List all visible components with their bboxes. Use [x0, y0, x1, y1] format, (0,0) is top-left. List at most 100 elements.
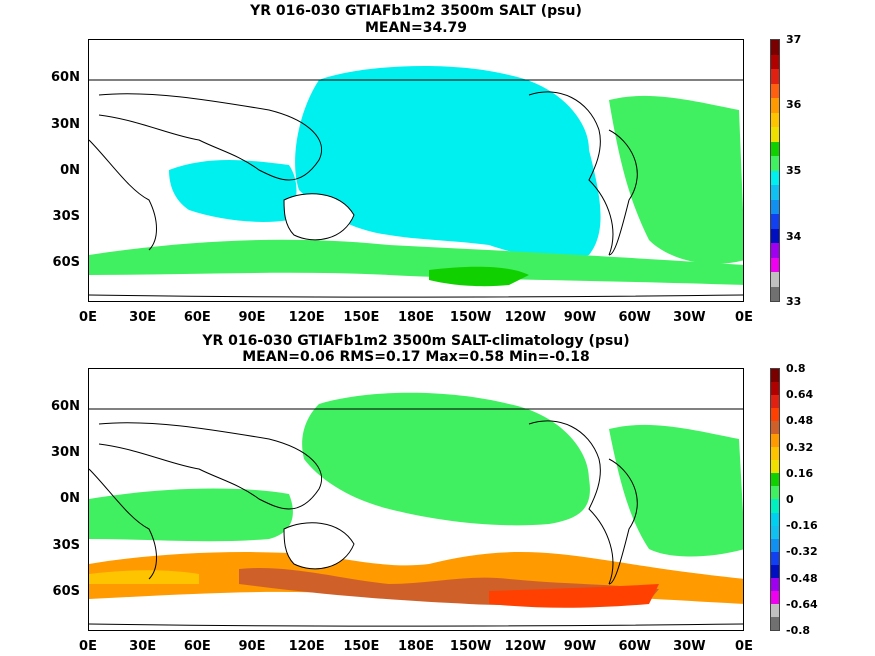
top-title-line1: YR 016-030 GTIAFb1m2 3500m SALT (psu): [250, 3, 582, 19]
top-xlabel-2: 60E: [183, 310, 211, 325]
bottom-colorbar-swatch: [771, 577, 779, 591]
bottom-colorbar: [770, 368, 780, 631]
bottom-cbar-label: 0.48: [786, 414, 814, 428]
bottom-xlabel-2: 60E: [183, 639, 211, 654]
top-colorbar-swatch: [771, 40, 779, 55]
bottom-colorbar-swatch: [771, 421, 779, 435]
top-colorbar-swatch: [771, 243, 779, 258]
top-colorbar-swatch: [771, 83, 779, 98]
bottom-colorbar-swatch: [771, 473, 779, 487]
bottom-cbar-label: 0.32: [786, 440, 814, 454]
bottom-colorbar-swatch: [771, 525, 779, 539]
bottom-xlabel-3: 90E: [238, 639, 266, 654]
bottom-ylabel-30s: 30S: [52, 538, 80, 553]
top-ylabel-60n: 60N: [51, 70, 80, 85]
top-cbar-label-34: 34: [786, 230, 802, 243]
bottom-cbar-label: -0.48: [786, 571, 818, 585]
top-cbar-label-37: 37: [786, 33, 802, 46]
bottom-colorbar-swatch: [771, 564, 779, 578]
bottom-map: [88, 368, 744, 631]
bottom-title-line2: MEAN=0.06 RMS=0.17 Max=0.58 Min=-0.18: [242, 349, 590, 365]
top-colorbar-swatch: [771, 286, 779, 301]
top-cbar-label-36: 36: [786, 98, 802, 111]
bottom-xlabel-6: 180E: [397, 639, 435, 654]
top-colorbar-swatch: [771, 228, 779, 243]
top-xlabel-3: 90E: [238, 310, 266, 325]
bottom-xlabel-5: 150E: [343, 639, 380, 654]
top-ylabel-30s: 30S: [52, 209, 80, 224]
top-ylabel-30n: 30N: [51, 117, 80, 132]
bottom-colorbar-swatch: [771, 486, 779, 500]
top-colorbar-swatch: [771, 272, 779, 287]
bottom-ylabel-0n: 0N: [60, 491, 80, 506]
bottom-xlabel-8: 120W: [504, 639, 547, 654]
top-xlabel-1: 30E: [129, 310, 157, 325]
bottom-ylabel-60s: 60S: [52, 584, 80, 599]
top-xlabel-6: 180E: [397, 310, 435, 325]
top-cbar-label-33: 33: [786, 295, 802, 308]
bottom-map-graphic: [89, 392, 743, 627]
top-colorbar-swatch: [771, 127, 779, 142]
bottom-xlabel-4: 120E: [288, 639, 325, 654]
bottom-colorbar-swatch: [771, 603, 779, 617]
bottom-colorbar-swatch: [771, 460, 779, 474]
top-colorbar-swatch: [771, 170, 779, 185]
bottom-xlabel-7: 150W: [449, 639, 492, 654]
top-map: [88, 39, 744, 302]
top-colorbar-swatch: [771, 156, 779, 171]
bottom-xlabel-9: 90W: [563, 639, 597, 654]
bottom-cbar-label: 0.64: [786, 388, 814, 402]
bottom-cbar-label: -0.16: [786, 519, 818, 533]
top-colorbar-swatch: [771, 257, 779, 272]
top-xlabel-10: 60W: [618, 310, 651, 325]
bottom-colorbar-swatch: [771, 512, 779, 526]
bottom-title-line1: YR 016-030 GTIAFb1m2 3500m SALT-climatol…: [202, 333, 630, 349]
bottom-cbar-label: 0: [786, 493, 794, 506]
top-xlabel-5: 150E: [343, 310, 380, 325]
top-cbar-label-35: 35: [786, 164, 802, 177]
top-xlabel-4: 120E: [288, 310, 325, 325]
top-colorbar-swatch: [771, 214, 779, 229]
top-title-line2: MEAN=34.79: [364, 20, 468, 36]
top-map-graphic: [89, 65, 743, 298]
bottom-cbar-label: -0.8: [786, 624, 811, 637]
bottom-ylabel-30n: 30N: [51, 445, 80, 460]
top-xlabel-8: 120W: [504, 310, 547, 325]
top-xlabel-11: 30W: [673, 310, 706, 325]
top-xlabel-0: 0E: [79, 310, 97, 325]
bottom-colorbar-swatch: [771, 369, 779, 383]
bottom-colorbar-swatch: [771, 447, 779, 461]
bottom-xlabel-0: 0E: [79, 639, 97, 654]
bottom-colorbar-swatch: [771, 551, 779, 565]
bottom-colorbar-swatch: [771, 538, 779, 552]
top-colorbar-swatch: [771, 112, 779, 127]
bottom-cbar-label: -0.64: [786, 597, 818, 611]
top-colorbar-swatch: [771, 141, 779, 156]
top-colorbar-swatch: [771, 69, 779, 84]
top-ylabel-0n: 0N: [60, 163, 80, 178]
bottom-colorbar-swatch: [771, 408, 779, 422]
bottom-colorbar-swatch: [771, 382, 779, 396]
bottom-colorbar-swatch: [771, 395, 779, 409]
bottom-xlabel-1: 30E: [129, 639, 157, 654]
bottom-ylabel-60n: 60N: [51, 399, 80, 414]
top-xlabel-7: 150W: [449, 310, 492, 325]
top-ylabel-60s: 60S: [52, 255, 80, 270]
bottom-cbar-label: 0.16: [786, 466, 814, 480]
bottom-colorbar-swatch: [771, 590, 779, 604]
bottom-xlabel-12: 0E: [735, 639, 753, 654]
bottom-cbar-label: 0.8: [786, 362, 806, 375]
bottom-colorbar-swatch: [771, 434, 779, 448]
top-xlabel-12: 0E: [735, 310, 753, 325]
top-xlabel-9: 90W: [563, 310, 597, 325]
top-colorbar-swatch: [771, 199, 779, 214]
bottom-colorbar-swatch: [771, 499, 779, 513]
bottom-xlabel-10: 60W: [618, 639, 651, 654]
top-colorbar: [770, 39, 780, 302]
bottom-cbar-label: -0.32: [786, 545, 818, 559]
bottom-colorbar-swatch: [771, 616, 779, 630]
top-colorbar-swatch: [771, 185, 779, 200]
bottom-xlabel-11: 30W: [673, 639, 706, 654]
top-colorbar-swatch: [771, 54, 779, 69]
top-colorbar-swatch: [771, 98, 779, 113]
